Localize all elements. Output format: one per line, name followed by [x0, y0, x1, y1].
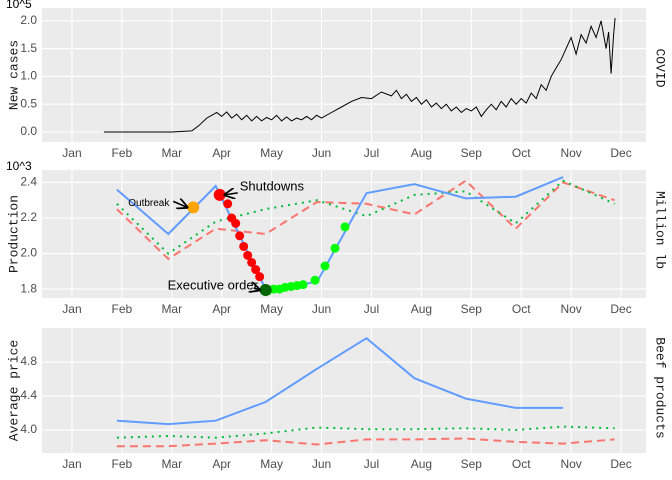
x-tick-label: Apr — [212, 457, 231, 471]
x-tick-label: Jan — [62, 302, 81, 316]
annotation-label: Executive order — [168, 277, 259, 292]
annotation-point — [259, 284, 272, 296]
y-tick-label: 0.0 — [20, 124, 37, 138]
x-tick-label: Mar — [161, 457, 182, 471]
annotation-point — [187, 201, 200, 214]
x-tick-label: Dec — [610, 302, 631, 316]
x-tick-label: Aug — [411, 302, 432, 316]
strip-label: COVID — [653, 48, 668, 87]
x-tick-label: Oct — [512, 302, 531, 316]
data-point — [255, 272, 265, 282]
panel-background — [42, 8, 646, 142]
x-tick-label: Oct — [512, 146, 531, 160]
annotation-arrow — [254, 288, 260, 290]
y-tick-label: 1.8 — [20, 281, 37, 295]
strip-label: Million lb — [653, 191, 668, 269]
data-point — [251, 265, 261, 275]
x-tick-label: Feb — [112, 457, 133, 471]
x-tick-label: Jun — [312, 302, 331, 316]
x-tick-label: Sep — [461, 302, 483, 316]
x-tick-label: May — [260, 457, 283, 471]
y-axis-title: Average price — [6, 340, 21, 441]
x-tick-label: May — [260, 302, 283, 316]
x-tick-label: Jun — [312, 146, 331, 160]
panel-background — [42, 328, 646, 453]
y-tick-label: 4.0 — [20, 422, 37, 436]
y-tick-label: 2.2 — [20, 210, 37, 224]
x-tick-label: Sep — [461, 146, 483, 160]
x-tick-label: Dec — [610, 457, 631, 471]
x-tick-label: Feb — [112, 302, 133, 316]
x-tick-label: Jul — [364, 457, 379, 471]
x-tick-label: Jan — [62, 146, 81, 160]
data-point — [298, 280, 308, 290]
axis-multiplier: 10^3 — [6, 159, 32, 173]
x-tick-label: Jan — [62, 457, 81, 471]
strip-label: Beef products — [653, 337, 668, 438]
y-tick-label: 4.8 — [20, 354, 37, 368]
x-tick-label: Aug — [411, 457, 432, 471]
y-tick-label: 1.0 — [20, 69, 37, 83]
y-axis-title: Production — [6, 195, 21, 273]
x-tick-label: Nov — [560, 146, 581, 160]
x-tick-label: Jul — [364, 302, 379, 316]
x-tick-label: Jul — [364, 146, 379, 160]
annotation-label: Outbreak — [128, 198, 170, 209]
data-line — [116, 437, 615, 448]
data-point — [235, 231, 245, 241]
y-tick-label: 2.0 — [20, 13, 37, 27]
annotation-label: Shutdowns — [240, 178, 305, 193]
x-tick-label: Jun — [312, 457, 331, 471]
y-axis-title: New cases — [6, 40, 21, 110]
data-line — [103, 17, 616, 133]
x-tick-label: Aug — [411, 146, 432, 160]
y-tick-label: 2.0 — [20, 246, 37, 260]
data-point — [247, 257, 257, 267]
x-tick-label: Mar — [161, 146, 182, 160]
x-tick-label: Feb — [112, 146, 133, 160]
data-point — [320, 261, 330, 271]
y-tick-label: 4.4 — [20, 388, 37, 402]
y-tick-label: 1.5 — [20, 41, 37, 55]
data-point — [239, 241, 249, 251]
data-point — [310, 275, 320, 285]
data-point — [231, 218, 241, 228]
y-tick-label: 2.4 — [20, 175, 37, 189]
x-tick-label: Sep — [461, 457, 483, 471]
x-tick-label: May — [260, 146, 283, 160]
x-tick-label: Apr — [212, 302, 231, 316]
annotation-arrow — [172, 201, 187, 207]
x-tick-label: Dec — [610, 146, 631, 160]
data-line — [116, 336, 564, 426]
annotation-point — [213, 188, 226, 201]
x-tick-label: Apr — [212, 146, 231, 160]
annotation-arrow — [225, 193, 238, 195]
data-point — [243, 250, 253, 260]
x-tick-label: Mar — [161, 302, 182, 316]
axis-multiplier: 10^5 — [6, 0, 32, 11]
x-tick-label: Oct — [512, 457, 531, 471]
data-line — [116, 179, 615, 261]
data-point — [340, 222, 350, 232]
x-tick-label: Nov — [560, 457, 581, 471]
y-tick-label: 0.5 — [20, 96, 37, 110]
data-point — [330, 243, 340, 253]
x-tick-label: Nov — [560, 302, 581, 316]
data-point — [223, 199, 233, 209]
